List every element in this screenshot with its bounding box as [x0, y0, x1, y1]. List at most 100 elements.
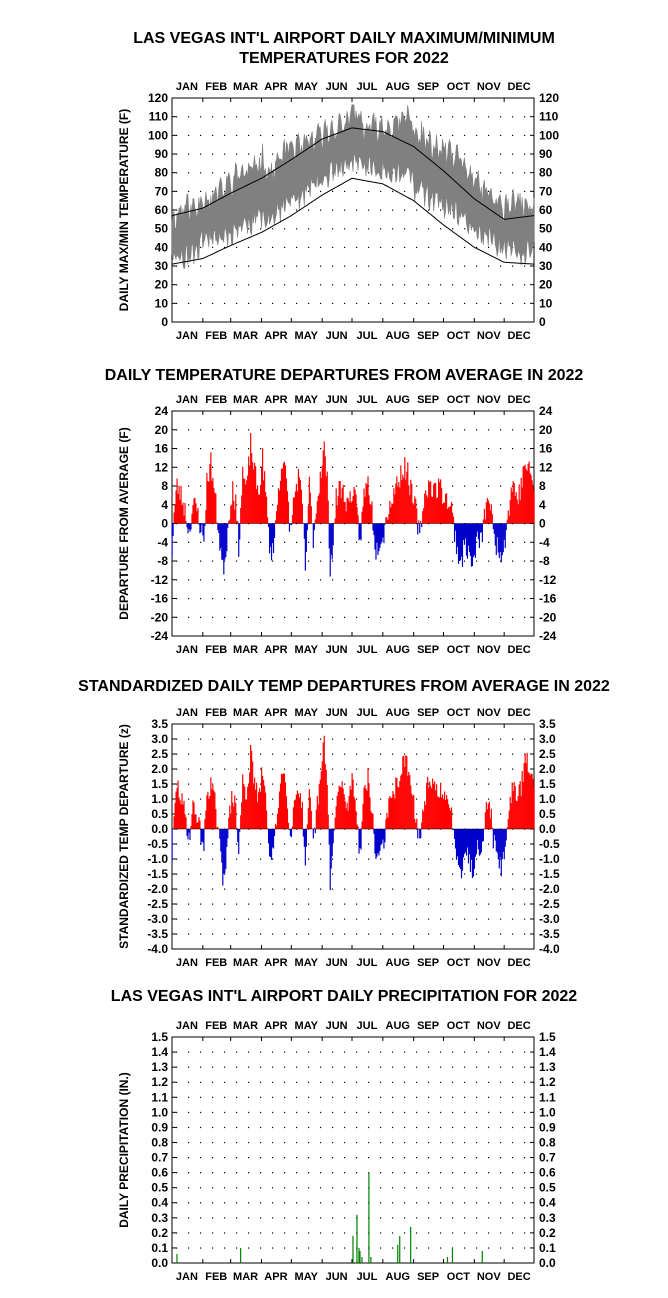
departure-bar-negative	[201, 829, 203, 842]
departure-bar-negative	[494, 829, 496, 841]
grid-dot	[452, 560, 454, 562]
grid-dot	[416, 1111, 418, 1114]
month-label-bottom: JUN	[326, 1271, 348, 1283]
departure-bar-negative	[505, 829, 507, 841]
grid-dot	[512, 284, 514, 286]
grid-dot	[368, 1081, 370, 1083]
grid-dot	[380, 466, 382, 468]
grid-dot	[476, 284, 478, 286]
grid-dot	[236, 1141, 238, 1144]
grid-dot	[260, 738, 262, 740]
grid-dot	[368, 873, 370, 875]
y-axis-label: DAILY PRECIPITATION (IN.)	[117, 1072, 131, 1228]
departure-bar-negative	[199, 523, 201, 534]
grid-dot	[344, 429, 346, 431]
grid-dot	[404, 1187, 406, 1189]
grid-dot	[464, 903, 466, 905]
month-label-bottom: SEP	[417, 1271, 439, 1283]
grid-dot	[176, 209, 178, 211]
grid-dot	[356, 1081, 358, 1083]
departure-bar-negative	[421, 523, 423, 528]
departure-bar-negative	[466, 523, 469, 559]
departure-bar-negative	[470, 523, 473, 567]
grid-dot	[452, 888, 454, 890]
month-label-top: SEP	[417, 1020, 439, 1032]
grid-dot	[356, 265, 358, 267]
grid-dot	[488, 1247, 490, 1249]
grid-dot	[296, 302, 298, 305]
grid-dot	[452, 1111, 454, 1114]
grid-dot	[500, 933, 502, 935]
month-label-bottom: NOV	[477, 644, 502, 656]
grid-dot	[476, 448, 478, 450]
grid-dot	[380, 429, 382, 431]
grid-dot	[200, 134, 202, 137]
grid-dot	[344, 1202, 346, 1204]
grid-dot	[356, 873, 358, 875]
grid-dot	[260, 1202, 262, 1204]
grid-dot	[452, 1232, 454, 1234]
grid-dot	[500, 265, 502, 267]
grid-dot	[224, 1096, 226, 1098]
grid-dot	[488, 918, 490, 920]
grid-dot	[500, 1157, 502, 1159]
grid-dot	[272, 903, 274, 905]
grid-dot	[368, 1126, 370, 1129]
grid-dot	[452, 616, 454, 618]
grid-dot	[500, 888, 502, 890]
grid-dot	[176, 843, 178, 845]
departure-bar-negative	[202, 829, 204, 843]
grid-dot	[320, 1157, 322, 1159]
grid-dot	[260, 246, 262, 249]
departure-bar-negative	[456, 523, 459, 547]
departure-bar-positive	[337, 791, 339, 829]
grid-dot	[308, 1126, 310, 1129]
departure-bar-negative	[456, 829, 459, 857]
grid-dot	[296, 1081, 298, 1083]
grid-dot	[428, 1232, 430, 1234]
departure-bar-positive	[407, 462, 409, 524]
grid-dot	[368, 209, 370, 211]
grid-dot	[344, 1247, 346, 1249]
departure-bar-negative	[457, 523, 460, 564]
departure-bar-positive	[279, 783, 282, 829]
departure-bar-positive	[317, 495, 319, 524]
departure-bar-positive	[299, 480, 301, 524]
grid-dot	[176, 933, 178, 935]
grid-dot	[464, 738, 466, 740]
grid-dot	[512, 903, 514, 905]
grid-dot	[380, 1232, 382, 1234]
grid-dot	[284, 1157, 286, 1159]
grid-dot	[284, 541, 286, 543]
grid-dot	[464, 798, 466, 800]
month-label-top: SEP	[417, 81, 439, 93]
departure-bar-positive	[508, 515, 510, 524]
grid-dot	[428, 1247, 430, 1249]
month-label-top: JAN	[176, 707, 198, 719]
grid-dot	[404, 616, 406, 618]
grid-dot	[476, 1247, 478, 1249]
departure-bar-positive	[309, 797, 311, 829]
departure-bar-positive	[279, 480, 282, 524]
departure-bar-positive	[391, 503, 393, 524]
month-label-bottom: DEC	[507, 957, 530, 969]
month-label-bottom: MAR	[233, 1271, 258, 1283]
departure-bar-positive	[249, 772, 251, 829]
departure-bar-positive	[352, 496, 354, 524]
grid-dot	[176, 1172, 178, 1174]
departure-bar-positive	[522, 782, 524, 829]
departure-bar-positive	[490, 504, 492, 524]
grid-dot	[416, 918, 418, 920]
departure-bar-negative	[200, 523, 202, 533]
grid-dot	[200, 768, 202, 770]
grid-dot	[356, 302, 358, 305]
grid-dot	[476, 813, 478, 815]
departure-bar-negative	[503, 523, 505, 540]
month-label-top: OCT	[447, 81, 471, 93]
grid-dot	[428, 768, 430, 770]
grid-dot	[272, 1157, 274, 1159]
y-tick-label-right: -1.5	[539, 867, 560, 881]
grid-dot	[212, 1232, 214, 1234]
grid-dot	[224, 918, 226, 920]
grid-dot	[476, 265, 478, 267]
